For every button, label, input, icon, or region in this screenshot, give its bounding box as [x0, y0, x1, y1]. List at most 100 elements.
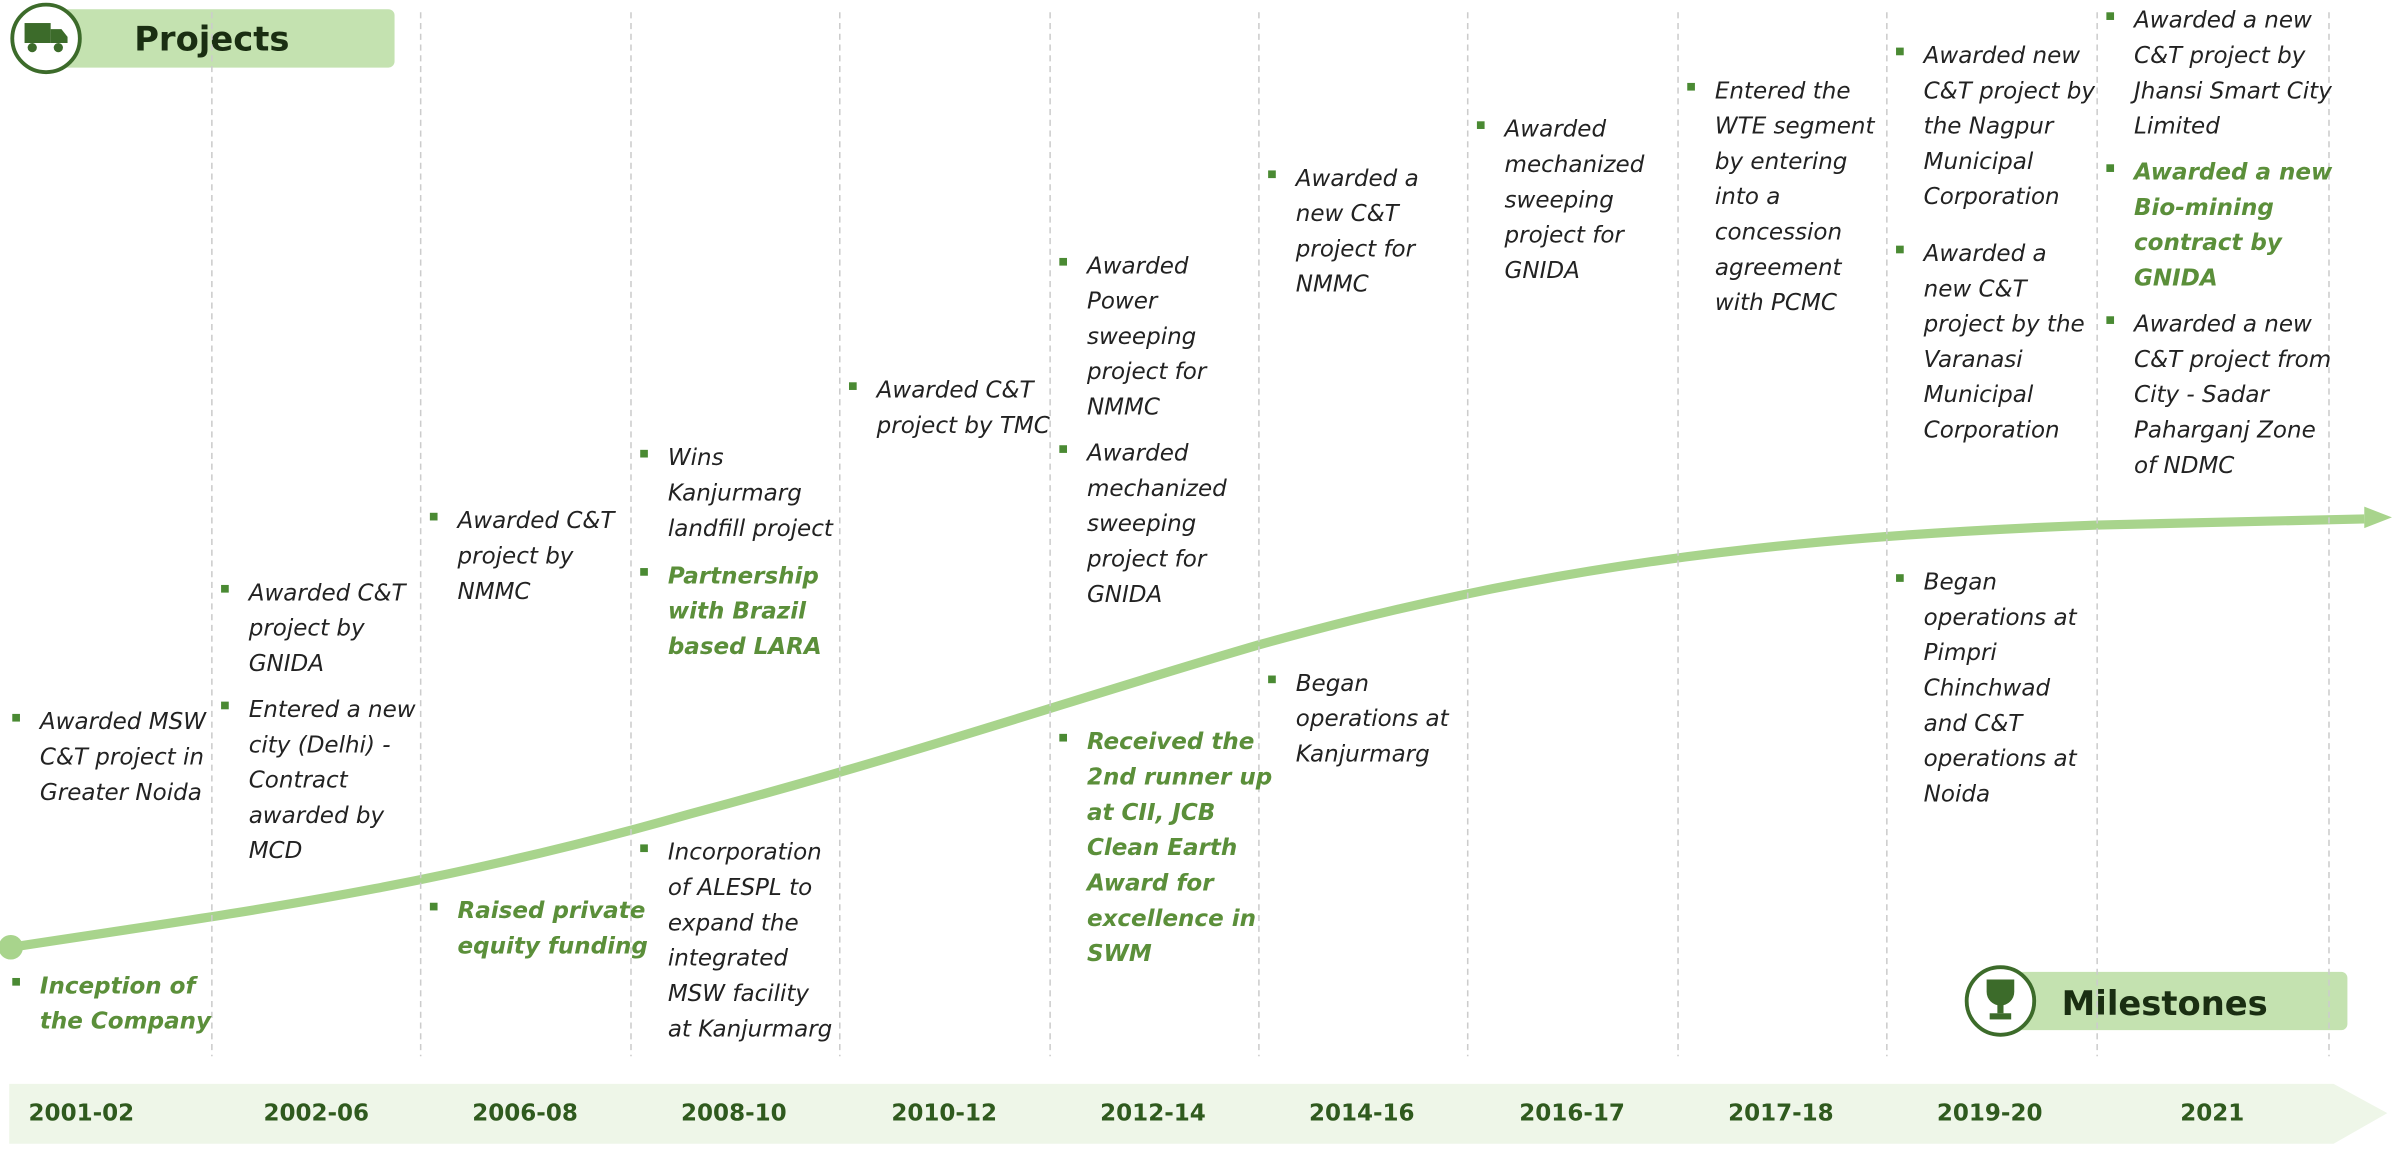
item-text: Corporation [1924, 418, 2060, 444]
item-text: excellence in [1087, 906, 1256, 932]
item-text: at Kanjurmarg [668, 1016, 832, 1042]
bullet [1896, 47, 1904, 56]
item-text: sweeping [1087, 324, 1196, 350]
item-text: Varanasi [1924, 347, 2024, 373]
item-text: Inception of [40, 973, 199, 999]
item-text: Raised private [458, 898, 646, 924]
item-text: 2nd runner up [1087, 765, 1272, 791]
item-text: Awarded a [1922, 241, 2047, 267]
item-text: Awarded C&T [456, 508, 617, 534]
item-text: contract by [2134, 230, 2283, 256]
item-text: of ALESPL to [668, 875, 812, 901]
year-label: 2010-12 [891, 1101, 997, 1127]
item-text: Began [1924, 570, 1997, 596]
curve-arrow [2364, 506, 2392, 529]
item-text: city (Delhi) - [249, 732, 391, 758]
bullet [1896, 245, 1904, 254]
bullet [1268, 675, 1276, 684]
item-text: sweeping [1087, 511, 1196, 537]
truck-icon [24, 23, 68, 53]
item-text: sweeping [1505, 187, 1614, 213]
bullet [1059, 733, 1068, 742]
item-text: new C&T [1924, 276, 2029, 302]
year-label: 2021 [2180, 1101, 2244, 1127]
projects-banner [46, 9, 395, 68]
item-text: Limited [2134, 114, 2220, 140]
item-text: Power [1087, 289, 1159, 315]
bullet [2106, 164, 2115, 172]
item-text: NMMC [1296, 272, 1369, 298]
item-text: Noida [1924, 781, 1990, 807]
item-text: C&T project from [2134, 347, 2331, 373]
item-text: expand the [668, 910, 799, 936]
item-text: Jhansi Smart City [2130, 78, 2332, 104]
item-text: equity funding [458, 933, 648, 959]
item-text: project by the [1923, 312, 2085, 338]
item-text: Incorporation [668, 840, 822, 866]
item-text: GNIDA [249, 651, 324, 677]
item-text: of NDMC [2134, 453, 2234, 479]
item-text: project by [457, 543, 574, 569]
item-text: agreement [1715, 255, 1843, 281]
item-text: Began [1296, 671, 1369, 697]
bullet [429, 902, 438, 911]
bullet [1476, 121, 1485, 129]
item-text: operations at [1296, 706, 1450, 732]
year-label: 2016-17 [1519, 1101, 1625, 1127]
item-text: GNIDA [1087, 582, 1162, 608]
trophy-icon [1986, 979, 2015, 1020]
item-text: project for [1086, 547, 1208, 573]
bullet [12, 713, 20, 722]
bullet [221, 584, 229, 593]
item-text: Clean Earth [1087, 835, 1237, 861]
item-text: integrated [668, 946, 789, 972]
item-text: Awarded [1503, 117, 1607, 143]
item-text: Entered a new [249, 697, 416, 723]
item-text: concession [1715, 220, 1842, 246]
item-text: MSW facility [668, 981, 810, 1007]
bullet [429, 512, 438, 521]
item-text: NMMC [1087, 395, 1160, 421]
year-label: 2017-18 [1728, 1101, 1834, 1127]
item-text: Contract [249, 768, 349, 794]
item-text: GNIDA [2134, 266, 2218, 292]
item-text: Corporation [1924, 184, 2060, 210]
bullet [2106, 316, 2115, 324]
item-text: Awarded MSW [38, 709, 207, 735]
item-text: Pimpri [1924, 640, 1998, 666]
year-band [9, 1083, 2388, 1144]
milestones-title: Milestones [2062, 984, 2268, 1023]
milestones-banner [2003, 971, 2348, 1031]
item-text: Wins [668, 445, 724, 471]
bullet [848, 382, 857, 390]
item-text: project by TMC [876, 413, 1050, 439]
bullet [640, 449, 648, 458]
bullet [1059, 445, 1068, 453]
item-text: Awarded C&T [247, 580, 408, 606]
item-text: by entering [1715, 149, 1848, 175]
item-text: Awarded a new [2132, 160, 2333, 186]
bullet [1687, 82, 1695, 91]
item-text: awarded by [249, 803, 385, 829]
item-text: Awarded new [1922, 43, 2081, 69]
year-label: 2002-06 [263, 1101, 369, 1127]
item-text: project for [1295, 236, 1417, 262]
item-text: Awarded a new [2132, 312, 2312, 338]
bullet [1059, 257, 1068, 266]
year-label: 2006-08 [472, 1101, 578, 1127]
item-text: Partnership [668, 563, 819, 589]
item-text: landfill project [668, 516, 834, 542]
item-text: Awarded [1085, 253, 1189, 279]
item-text: Paharganj Zone [2134, 418, 2316, 444]
item-text: operations at [1924, 605, 2078, 631]
item-text: GNIDA [1505, 258, 1580, 284]
bullet [2106, 12, 2115, 20]
item-text: Award for [1085, 870, 1215, 896]
year-label: 2001-02 [29, 1101, 135, 1127]
item-text: Greater Noida [40, 780, 202, 806]
bullet [1896, 574, 1904, 582]
bullet [640, 844, 648, 853]
item-text: Awarded a new [2132, 8, 2312, 34]
bullet [1268, 170, 1276, 179]
